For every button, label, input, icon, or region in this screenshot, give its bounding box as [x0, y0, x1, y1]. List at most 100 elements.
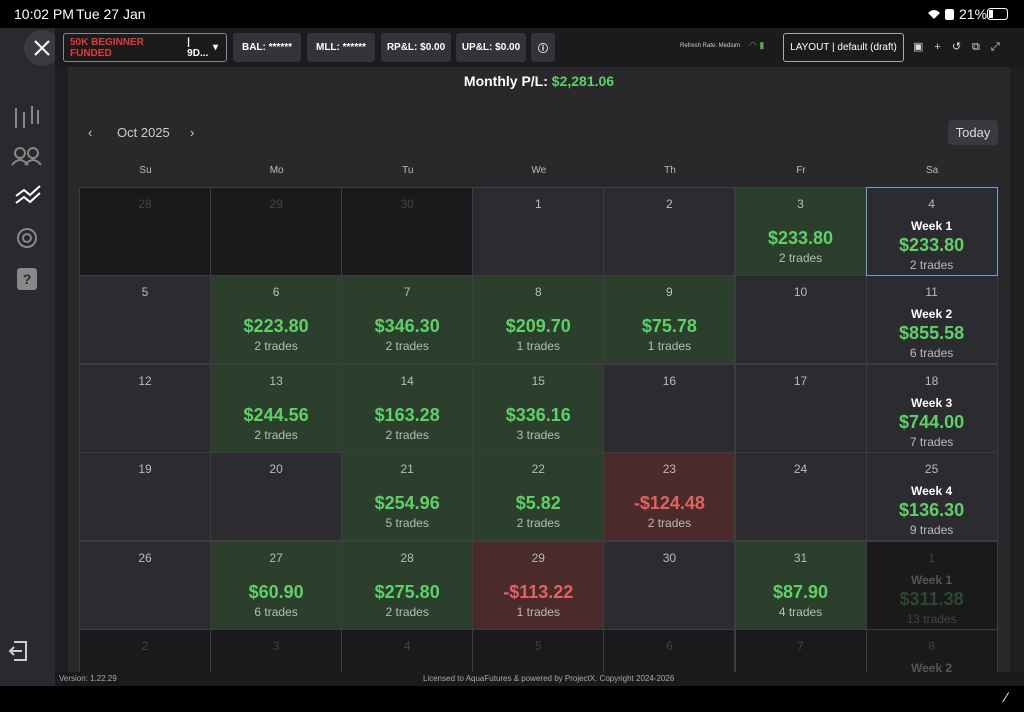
- info-button[interactable]: ⓘ: [531, 33, 555, 62]
- day-pnl: $223.80: [243, 316, 309, 337]
- day-cell[interactable]: 30: [603, 540, 736, 630]
- day-cell[interactable]: 11 Week 2 $855.58 6 trades: [865, 275, 998, 365]
- day-cell[interactable]: 5: [472, 629, 605, 672]
- day-number: 29: [269, 197, 283, 211]
- version: Version: 1.22.29: [59, 674, 117, 683]
- day-cell[interactable]: 6: [603, 629, 736, 672]
- trade-count: 2 trades: [385, 604, 429, 619]
- day-number: 4: [403, 639, 411, 653]
- day-cell[interactable]: 4: [341, 629, 474, 672]
- day-number: 23: [662, 462, 677, 477]
- day-cell[interactable]: 7: [734, 629, 867, 672]
- day-number: 31: [793, 550, 808, 565]
- today-button[interactable]: Today: [948, 120, 998, 145]
- day-cell[interactable]: 4 Week 1 $233.80 2 trades: [865, 187, 998, 276]
- day-cell[interactable]: 21 $254.96 5 trades: [341, 452, 474, 542]
- footer: Version: 1.22.29 Licensed to AquaFutures…: [55, 672, 1024, 686]
- prev-month[interactable]: ‹: [88, 125, 93, 140]
- day-pnl: $244.56: [243, 404, 309, 425]
- day-pnl: $75.78: [641, 316, 697, 337]
- trade-count: 2 trades: [647, 516, 692, 531]
- day-number: 14: [400, 373, 414, 388]
- mll: MLL: ******: [307, 33, 375, 62]
- day-cell[interactable]: 9 $75.78 1 trades: [603, 275, 736, 365]
- day-number: 1: [928, 550, 935, 565]
- week-label: Week 1: [911, 219, 953, 233]
- toolbar: 50K BEGINNER FUNDED | 9D... ▾ BAL: ******…: [55, 28, 1024, 68]
- account-suffix: | 9D...: [187, 36, 209, 59]
- day-number: 2: [666, 197, 673, 211]
- day-cell[interactable]: 10: [734, 275, 867, 365]
- sidebar-icons: ?: [8, 30, 60, 661]
- trade-count: 6 trades: [909, 346, 954, 361]
- day-cell[interactable]: 7 $346.30 2 trades: [341, 275, 474, 365]
- week-label: Week 2: [911, 307, 953, 322]
- day-pnl: -$124.48: [633, 493, 705, 514]
- day-cell[interactable]: 16: [603, 363, 736, 453]
- weekday-label: We: [531, 165, 547, 176]
- day-cell[interactable]: 24: [734, 452, 867, 542]
- day-cell[interactable]: 27 $60.90 6 trades: [210, 540, 343, 630]
- day-cell[interactable]: 23 -$124.48 2 trades: [603, 452, 736, 542]
- day-cell[interactable]: 28 $275.80 2 trades: [341, 540, 474, 630]
- weekday-label: Sa: [926, 165, 939, 176]
- day-number: 30: [400, 197, 414, 211]
- license: Licensed to AquaFutures & powered by Pro…: [423, 674, 675, 683]
- day-cell[interactable]: 12: [79, 363, 211, 453]
- day-cell[interactable]: 1 Week 1 $311.38 13 trades: [865, 540, 998, 630]
- day-cell[interactable]: 1: [472, 187, 605, 276]
- week-label: Week 4: [911, 484, 953, 499]
- day-cell[interactable]: 19: [79, 452, 211, 542]
- day-cell[interactable]: 30: [341, 187, 474, 276]
- battery-icon: [987, 8, 1008, 20]
- day-pnl: $233.80: [899, 235, 965, 255]
- day-number: 26: [138, 550, 152, 565]
- day-pnl: $136.30: [899, 500, 965, 521]
- calendar-grid: Su Mo Tu We Th Fr Sa 28 29 30 1 2 3 $233.80 2 trades 4 W…: [68, 67, 1010, 672]
- trade-count: 9 trades: [909, 523, 954, 538]
- day-cell[interactable]: 22 $5.82 2 trades: [472, 452, 605, 542]
- day-cell[interactable]: 3: [210, 629, 343, 672]
- battery-level: 21%: [959, 6, 988, 22]
- monthly-pnl-label: Monthly P/L:: [463, 73, 548, 89]
- day-cell[interactable]: 14 $163.28 2 trades: [341, 363, 474, 453]
- day-cell[interactable]: 29 -$113.22 1 trades: [472, 540, 605, 630]
- day-cell[interactable]: 8 $209.70 1 trades: [472, 275, 605, 365]
- day-cell[interactable]: 8 Week 2: [865, 629, 998, 672]
- day-number: 11: [925, 285, 938, 300]
- day-cell[interactable]: 13 $244.56 2 trades: [210, 363, 343, 453]
- day-number: 6: [666, 639, 673, 653]
- day-cell[interactable]: 18 Week 3 $744.00 7 trades: [865, 363, 998, 453]
- day-cell[interactable]: 31 $87.90 4 trades: [734, 540, 867, 630]
- account-selector[interactable]: 50K BEGINNER FUNDED | 9D... ▾: [63, 33, 227, 62]
- day-cell[interactable]: 5: [79, 275, 211, 365]
- time: 10:02 PM: [14, 6, 74, 22]
- day-cell[interactable]: 26: [79, 540, 211, 630]
- day-cell[interactable]: 3 $233.80 2 trades: [734, 187, 867, 276]
- day-cell[interactable]: 28: [79, 187, 211, 276]
- trade-count: 4 trades: [778, 604, 823, 619]
- day-number: 27: [269, 550, 283, 565]
- day-pnl: $87.90: [772, 581, 829, 602]
- status-bar: 10:02 PM Tue 27 Jan 21%: [0, 0, 1024, 28]
- day-number: 25: [924, 462, 939, 477]
- day-cell[interactable]: 29: [210, 187, 343, 276]
- refresh-rate: Refresh Rate: Medium: [680, 43, 741, 49]
- day-number: 18: [924, 373, 939, 388]
- day-pnl: $60.90: [248, 581, 304, 602]
- day-cell[interactable]: 25 Week 4 $136.30 9 trades: [865, 452, 998, 542]
- day-cell[interactable]: 6 $223.80 2 trades: [210, 275, 343, 365]
- day-number: 5: [534, 639, 542, 653]
- day-number: 16: [662, 373, 677, 388]
- day-cell[interactable]: 17: [734, 363, 867, 453]
- next-month[interactable]: ›: [190, 125, 195, 140]
- layout-selector[interactable]: LAYOUT | default (draft): [783, 33, 904, 62]
- status-icons: [928, 9, 954, 20]
- day-cell[interactable]: 2: [603, 187, 736, 276]
- toolbar-actions[interactable]: ▣+↺⧉⤢: [913, 41, 1011, 53]
- day-number: 3: [272, 639, 280, 653]
- day-cell[interactable]: 2: [79, 629, 211, 672]
- day-cell[interactable]: 15 $336.16 3 trades: [472, 363, 605, 453]
- day-cell[interactable]: 20: [210, 452, 343, 542]
- day-number: 30: [662, 550, 677, 565]
